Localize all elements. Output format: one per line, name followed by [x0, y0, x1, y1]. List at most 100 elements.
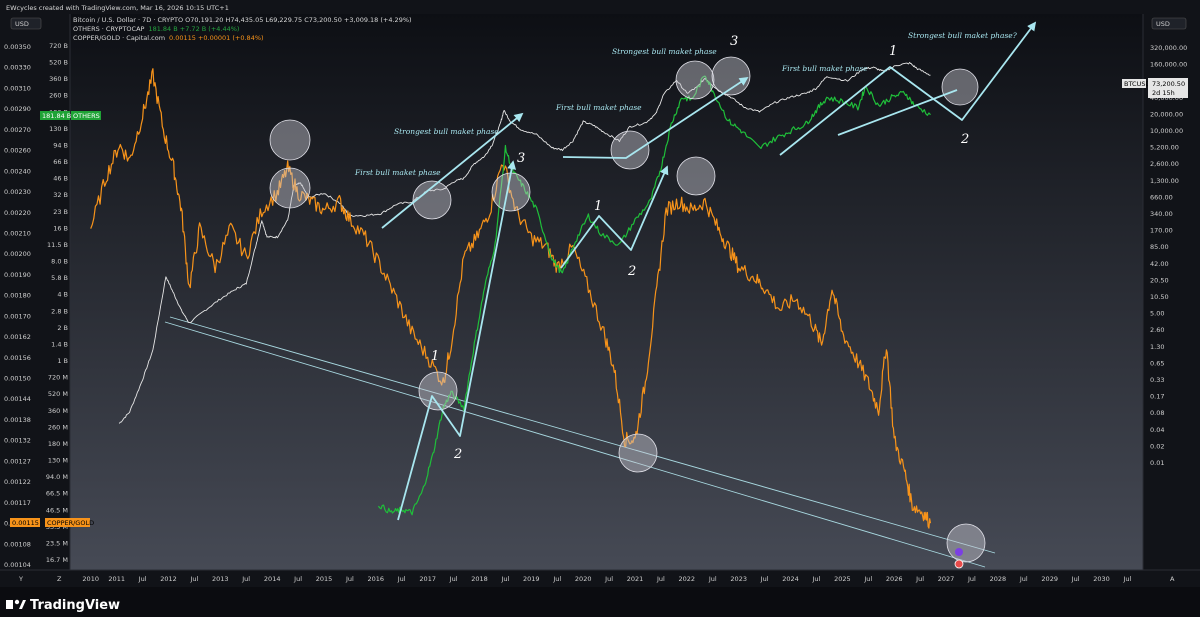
btc-tick-label: 0.17 [1150, 393, 1164, 401]
btc-tick-label: 1,300.00 [1150, 177, 1179, 185]
highlight-circle[interactable] [610, 130, 650, 170]
annotation-strongest-bull-2021[interactable]: Strongest bull maket phase [612, 47, 717, 56]
others-tick-label: 66.5 M [46, 490, 68, 498]
annotation-strongest-bull-2025[interactable]: Strongest bull maket phase? [908, 31, 1018, 40]
annotation-first-bull-2019[interactable]: First bull maket phase [555, 103, 642, 112]
others-tick-label: 1.4 B [51, 341, 68, 349]
series-line-copper-gold[interactable] [90, 68, 932, 529]
legend-btc[interactable]: Bitcoin / U.S. Dollar · 7D · CRYPTO O70,… [73, 16, 412, 24]
time-tick-label: Jul [811, 575, 820, 583]
wave-arrow-btc-2023-inner[interactable] [837, 89, 958, 136]
time-tick-label: Jul [967, 575, 976, 583]
highlight-circle[interactable] [941, 68, 979, 106]
annotation-first-bull-2015[interactable]: First bull maket phase [354, 168, 441, 177]
others-tick-label: 260 M [48, 423, 68, 431]
copper-gold-tick-label: 0.00104 [4, 561, 31, 569]
trendline-upper[interactable] [169, 316, 996, 554]
highlight-circle[interactable] [618, 433, 658, 473]
elliott-wave-arrows[interactable] [381, 21, 1037, 521]
highlight-circle[interactable] [412, 180, 452, 220]
highlight-circle[interactable] [946, 523, 986, 563]
copper-gold-tick-label: 0.00122 [4, 478, 31, 486]
us-flag-event-icon[interactable] [954, 559, 964, 569]
others-tick-label: 94.0 M [46, 473, 68, 481]
others-badge-value: 181.84 B [42, 112, 71, 120]
trendline-lower[interactable] [164, 321, 986, 568]
time-tick-label: Jul [656, 575, 665, 583]
time-tick-label: 2010 [82, 575, 99, 583]
highlight-circle[interactable] [269, 167, 311, 209]
axis-corner-a[interactable]: A [1170, 575, 1175, 583]
annotation-strongest-bull-2017[interactable]: Strongest bull maket phase [394, 127, 499, 136]
others-tick-label: 720 B [49, 42, 68, 50]
highlight-circle[interactable] [675, 60, 715, 100]
copper-gold-tick-label: 0.00162 [4, 333, 31, 341]
wave-label: 1 [431, 349, 439, 364]
time-tick-label: 2025 [834, 575, 851, 583]
long-term-trendlines[interactable] [164, 316, 996, 568]
others-tick-label: 5.8 B [51, 274, 68, 282]
btc-tick-label: 320,000.00 [1150, 44, 1187, 52]
others-tick-label: 1 B [57, 357, 68, 365]
others-tick-label: 16 B [53, 224, 68, 232]
axis-corner-y[interactable]: Y [18, 575, 23, 583]
wave-label: 3 [517, 151, 525, 166]
time-axis-panel[interactable] [0, 570, 1200, 587]
time-tick-label: Jul [500, 575, 509, 583]
series-line-btcusd[interactable] [118, 61, 931, 424]
copper-gold-tick-label: 0.00200 [4, 250, 31, 258]
time-tick-label: 2015 [316, 575, 333, 583]
wave-arrow-others-2019[interactable] [560, 165, 669, 269]
left-currency-selector[interactable]: USD [10, 17, 42, 30]
btc-tick-label: 170.00 [1150, 227, 1173, 235]
time-axis-ticks: 2010 2011 Jul 2012 Jul 2013 Jul 2014 Jul 2015 Jul 2… [82, 575, 1131, 583]
highlight-circle[interactable] [491, 172, 531, 212]
annotation-first-bull-2023[interactable]: First bull maket phase [781, 64, 868, 73]
others-tick-label: 16.7 M [46, 556, 68, 564]
phase-annotations: First bull maket phase Strongest bull ma… [354, 31, 1018, 177]
others-tick-label: 180 M [48, 440, 68, 448]
others-badge-name: OTHERS [73, 112, 100, 120]
axis-corner-z[interactable]: Z [57, 575, 62, 583]
left-axis-panel[interactable] [0, 14, 70, 570]
btc-tick-label: 0.04 [1150, 426, 1164, 434]
event-markers[interactable] [954, 548, 964, 569]
time-tick-label: Jul [915, 575, 924, 583]
btc-tick-label: 0.08 [1150, 409, 1164, 417]
wave-arrow-btc-2019[interactable] [562, 77, 749, 159]
time-tick-label: 2014 [264, 575, 281, 583]
copper-gold-tick-label: 0.00270 [4, 126, 31, 134]
legend-copper-gold[interactable]: COPPER/GOLD · Capital.com 0.00115 +0.0000… [73, 34, 264, 42]
wave-arrow-others-2016[interactable] [397, 160, 517, 521]
others-tick-label: 2.8 B [51, 307, 68, 315]
wave-label: 1 [594, 199, 602, 214]
time-tick-label: 2018 [471, 575, 488, 583]
highlight-circle[interactable] [269, 119, 311, 161]
series-line-others[interactable] [377, 75, 931, 516]
btc-badge-name: BTCUSD [1124, 80, 1150, 88]
others-tick-label: 46.5 M [46, 506, 68, 514]
highlight-circle[interactable] [676, 156, 716, 196]
left-axis-copper-gold-ticks: 0.00350 0.00330 0.00310 0.00290 0.00270 0.002… [4, 43, 31, 569]
plot-area[interactable] [70, 14, 1143, 570]
copper-gold-tick-label: 0.00108 [4, 540, 31, 548]
others-tick-label: 32 B [53, 191, 68, 199]
tradingview-logo[interactable]: TradingView [6, 598, 120, 613]
event-marker-icon[interactable] [955, 548, 963, 556]
time-tick-label: Jul [138, 575, 147, 583]
right-currency-selector[interactable]: USD [1151, 17, 1187, 30]
copper-badge-value: 0.00115 [12, 519, 39, 527]
copper-gold-tick-label: 0.00138 [4, 416, 31, 424]
others-tick-label: 94 B [53, 142, 68, 150]
right-axis-panel[interactable] [1143, 14, 1200, 570]
others-tick-label: 23.5 M [46, 539, 68, 547]
time-tick-label: Jul [1122, 575, 1131, 583]
legend-others[interactable]: OTHERS · CRYPTOCAP 181.84 B +7.72 B (+4.4… [73, 25, 239, 33]
others-tick-label: 360 M [48, 407, 68, 415]
wave-arrow-btc-2023[interactable] [779, 21, 1037, 156]
copper-gold-tick-label: 0.00156 [4, 354, 31, 362]
wave-arrow-btc-2015[interactable] [381, 112, 524, 229]
copper-gold-tick-label: 0.00220 [4, 209, 31, 217]
highlight-circle[interactable] [418, 371, 458, 411]
